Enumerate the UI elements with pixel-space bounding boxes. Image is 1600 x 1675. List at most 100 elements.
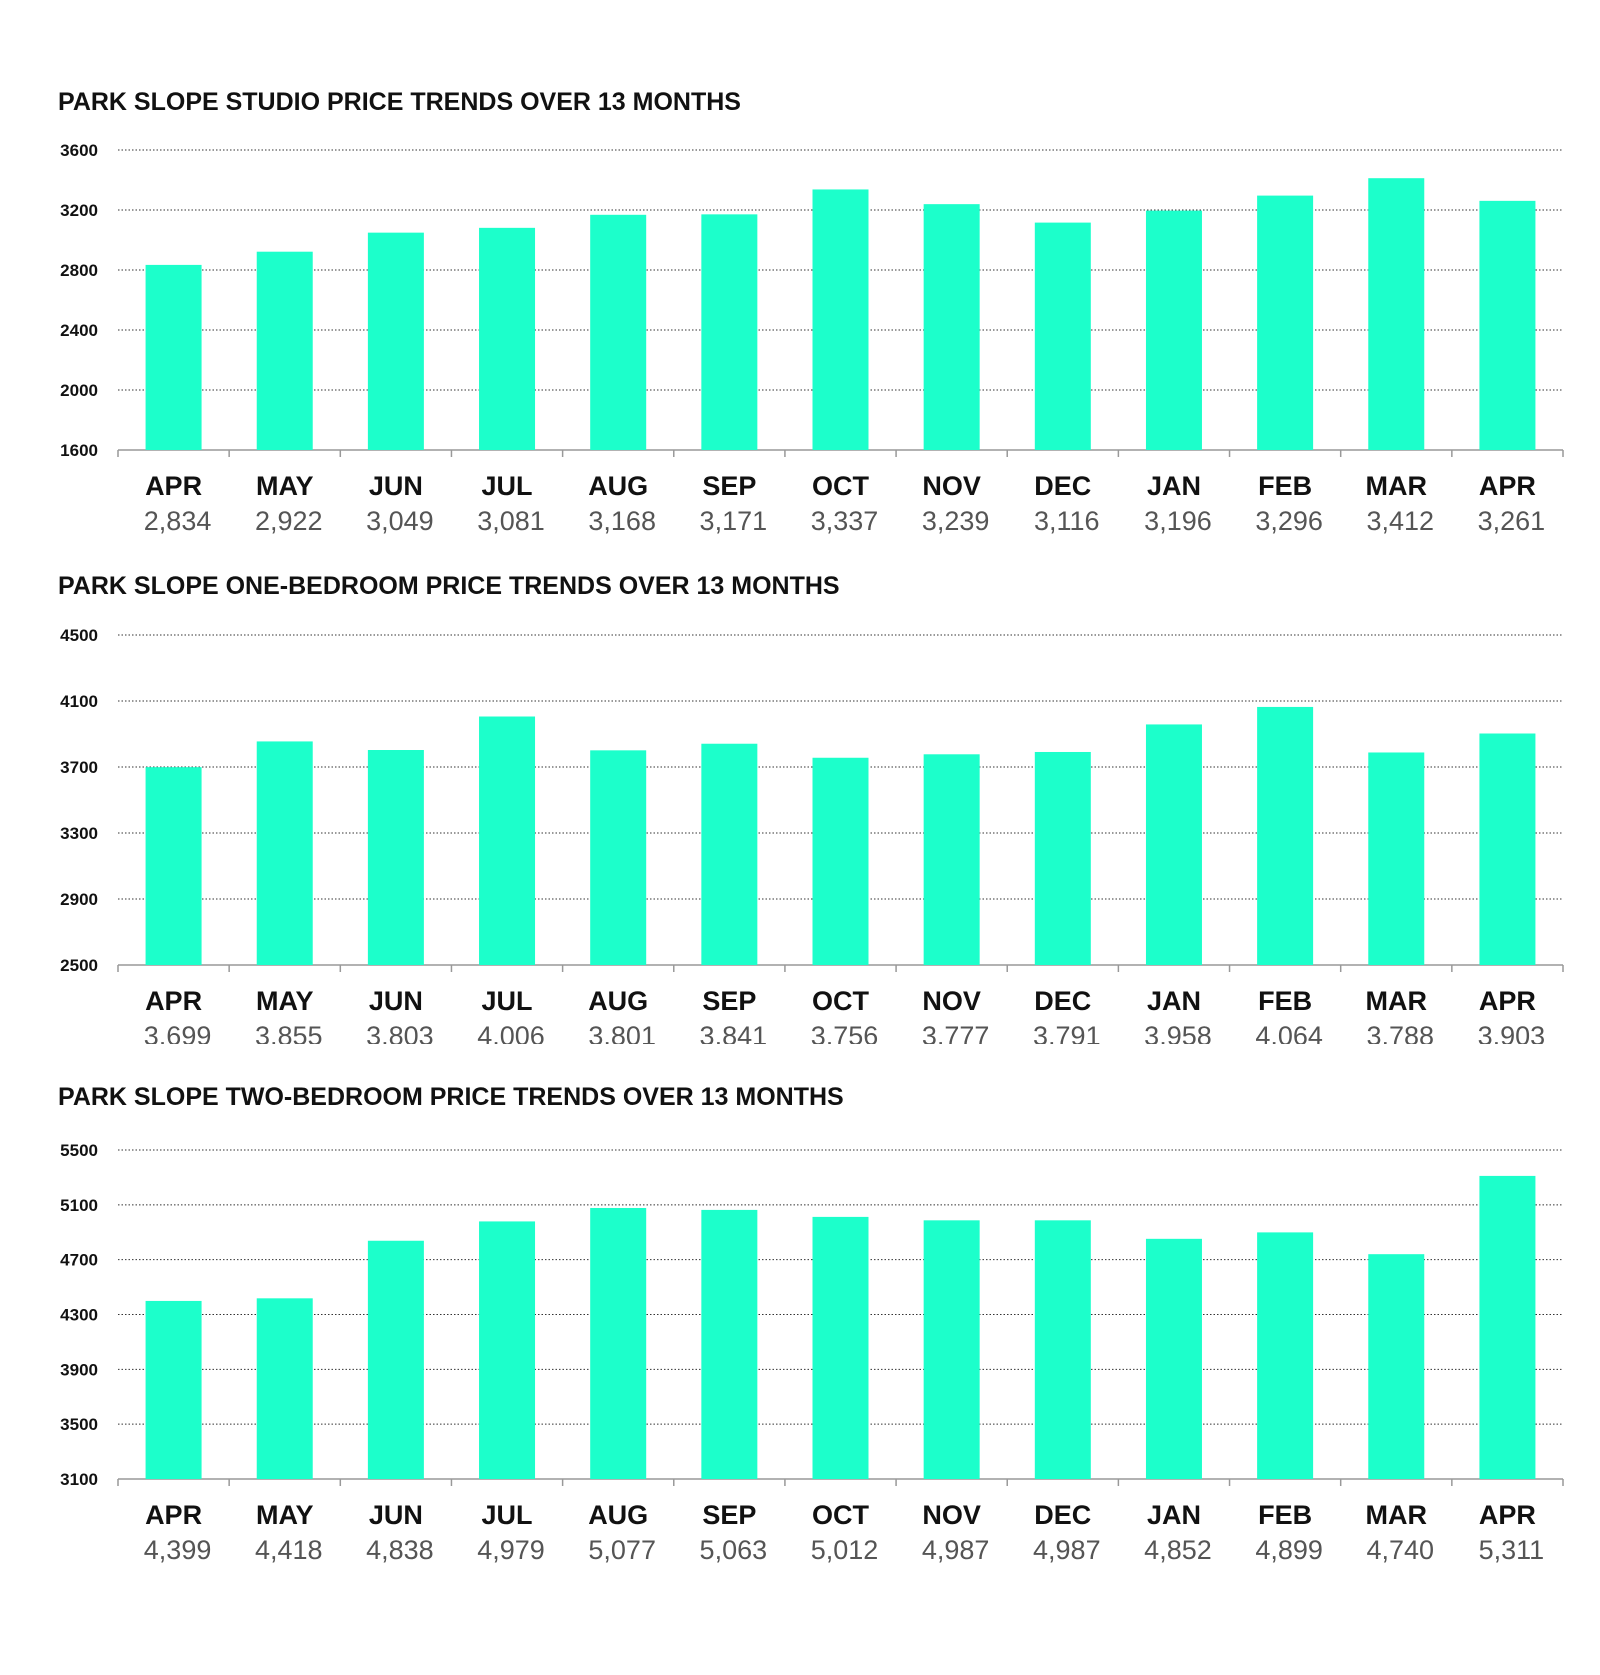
chart-title: PARK SLOPE TWO-BEDROOM PRICE TRENDS OVER…	[58, 1083, 844, 1111]
bar	[1257, 195, 1314, 450]
x-category-label: OCT	[812, 986, 870, 1016]
bar	[590, 214, 647, 450]
x-category-label: APR	[1479, 471, 1536, 501]
bar	[1479, 200, 1536, 450]
data-value-label: 3,841	[700, 1021, 768, 1044]
data-value-label: 3,788	[1366, 1021, 1434, 1044]
y-tick-label: 2000	[60, 381, 98, 400]
x-category-label: NOV	[922, 471, 981, 501]
bar	[1368, 178, 1425, 450]
x-category-label: SEP	[702, 1500, 756, 1530]
bar	[1034, 1220, 1091, 1479]
y-tick-label: 2800	[60, 261, 98, 280]
bar	[1034, 222, 1091, 450]
bar	[1145, 724, 1202, 965]
y-tick-label: 3700	[60, 758, 98, 777]
data-value-label: 5,012	[811, 1535, 879, 1565]
bar	[590, 750, 647, 965]
y-tick-label: 3600	[60, 141, 98, 160]
data-value-label: 4,987	[1033, 1535, 1101, 1565]
data-value-label: 4,899	[1255, 1535, 1323, 1565]
bar	[1368, 1254, 1425, 1479]
data-value-label: 4,979	[477, 1535, 545, 1565]
bar	[1145, 210, 1202, 450]
y-tick-label: 4500	[60, 626, 98, 645]
bar	[1479, 1175, 1536, 1479]
x-category-label: JUL	[482, 471, 533, 501]
y-tick-label: 4100	[60, 692, 98, 711]
x-category-label: MAY	[256, 986, 314, 1016]
x-category-label: SEP	[702, 986, 756, 1016]
x-category-label: DEC	[1034, 986, 1091, 1016]
bar	[145, 1300, 202, 1479]
data-value-label: 5,077	[588, 1535, 656, 1565]
y-tick-label: 3900	[60, 1360, 98, 1379]
bar	[701, 214, 758, 450]
data-value-label: 4,852	[1144, 1535, 1212, 1565]
x-category-label: JAN	[1147, 1500, 1201, 1530]
data-value-label: 4,064	[1255, 1021, 1323, 1044]
x-category-label: APR	[1479, 1500, 1536, 1530]
bar	[1368, 752, 1425, 965]
x-category-label: JUN	[369, 471, 423, 501]
bar	[923, 754, 980, 965]
bar	[812, 189, 869, 450]
data-value-label: 4,838	[366, 1535, 434, 1565]
bar	[367, 1240, 424, 1479]
x-category-label: OCT	[812, 1500, 870, 1530]
bar	[812, 757, 869, 965]
y-tick-label: 2400	[60, 321, 98, 340]
y-tick-label: 3200	[60, 201, 98, 220]
x-category-label: APR	[1479, 986, 1536, 1016]
x-category-label: JUL	[482, 986, 533, 1016]
x-category-label: FEB	[1258, 986, 1312, 1016]
x-category-label: OCT	[812, 471, 870, 501]
y-tick-label: 4700	[60, 1251, 98, 1270]
data-value-label: 4,987	[922, 1535, 990, 1565]
bar	[1257, 1232, 1314, 1479]
x-category-label: JAN	[1147, 471, 1201, 501]
bar	[479, 1221, 536, 1479]
x-category-label: MAR	[1366, 986, 1428, 1016]
x-category-label: APR	[145, 986, 202, 1016]
data-value-label: 3,171	[700, 506, 768, 536]
data-value-label: 3,801	[588, 1021, 656, 1044]
x-category-label: FEB	[1258, 1500, 1312, 1530]
data-value-label: 3,958	[1144, 1021, 1212, 1044]
bar	[256, 741, 313, 965]
data-value-label: 3,412	[1366, 506, 1434, 536]
x-category-label: JUL	[482, 1500, 533, 1530]
x-category-label: MAY	[256, 1500, 314, 1530]
bar	[479, 227, 536, 450]
data-value-label: 3,803	[366, 1021, 434, 1044]
bar	[1034, 751, 1091, 965]
bar	[923, 204, 980, 450]
bar	[923, 1220, 980, 1479]
y-tick-label: 5500	[60, 1141, 98, 1160]
bar	[367, 750, 424, 965]
data-value-label: 5,311	[1479, 1535, 1545, 1565]
two-bedroom-chart-plot: 3100 3500 3900 4300 4700 5100 5500 APR 4,399 MAY 4…	[60, 1141, 1564, 1565]
data-value-label: 3,337	[811, 506, 879, 536]
y-tick-label: 1600	[60, 441, 98, 460]
y-tick-label: 2500	[60, 956, 98, 975]
y-tick-label: 3500	[60, 1415, 98, 1434]
x-category-label: AUG	[588, 1500, 648, 1530]
data-value-label: 2,834	[144, 506, 212, 536]
data-value-label: 3,777	[922, 1021, 990, 1044]
x-category-label: AUG	[588, 986, 648, 1016]
one-bedroom-chart-plot: 2500 2900 3300 3700 4100 4500 APR 3,699 MAY 3,855…	[60, 626, 1564, 1044]
data-value-label: 3,756	[811, 1021, 879, 1044]
x-category-label: SEP	[702, 471, 756, 501]
y-tick-label: 5100	[60, 1196, 98, 1215]
data-value-label: 2,922	[255, 506, 323, 536]
x-category-label: APR	[145, 1500, 202, 1530]
bar	[367, 232, 424, 450]
data-value-label: 4,740	[1366, 1535, 1434, 1565]
x-category-label: JUN	[369, 986, 423, 1016]
x-category-label: MAY	[256, 471, 314, 501]
data-value-label: 5,063	[700, 1535, 768, 1565]
bar	[256, 251, 313, 450]
bar	[590, 1207, 647, 1479]
